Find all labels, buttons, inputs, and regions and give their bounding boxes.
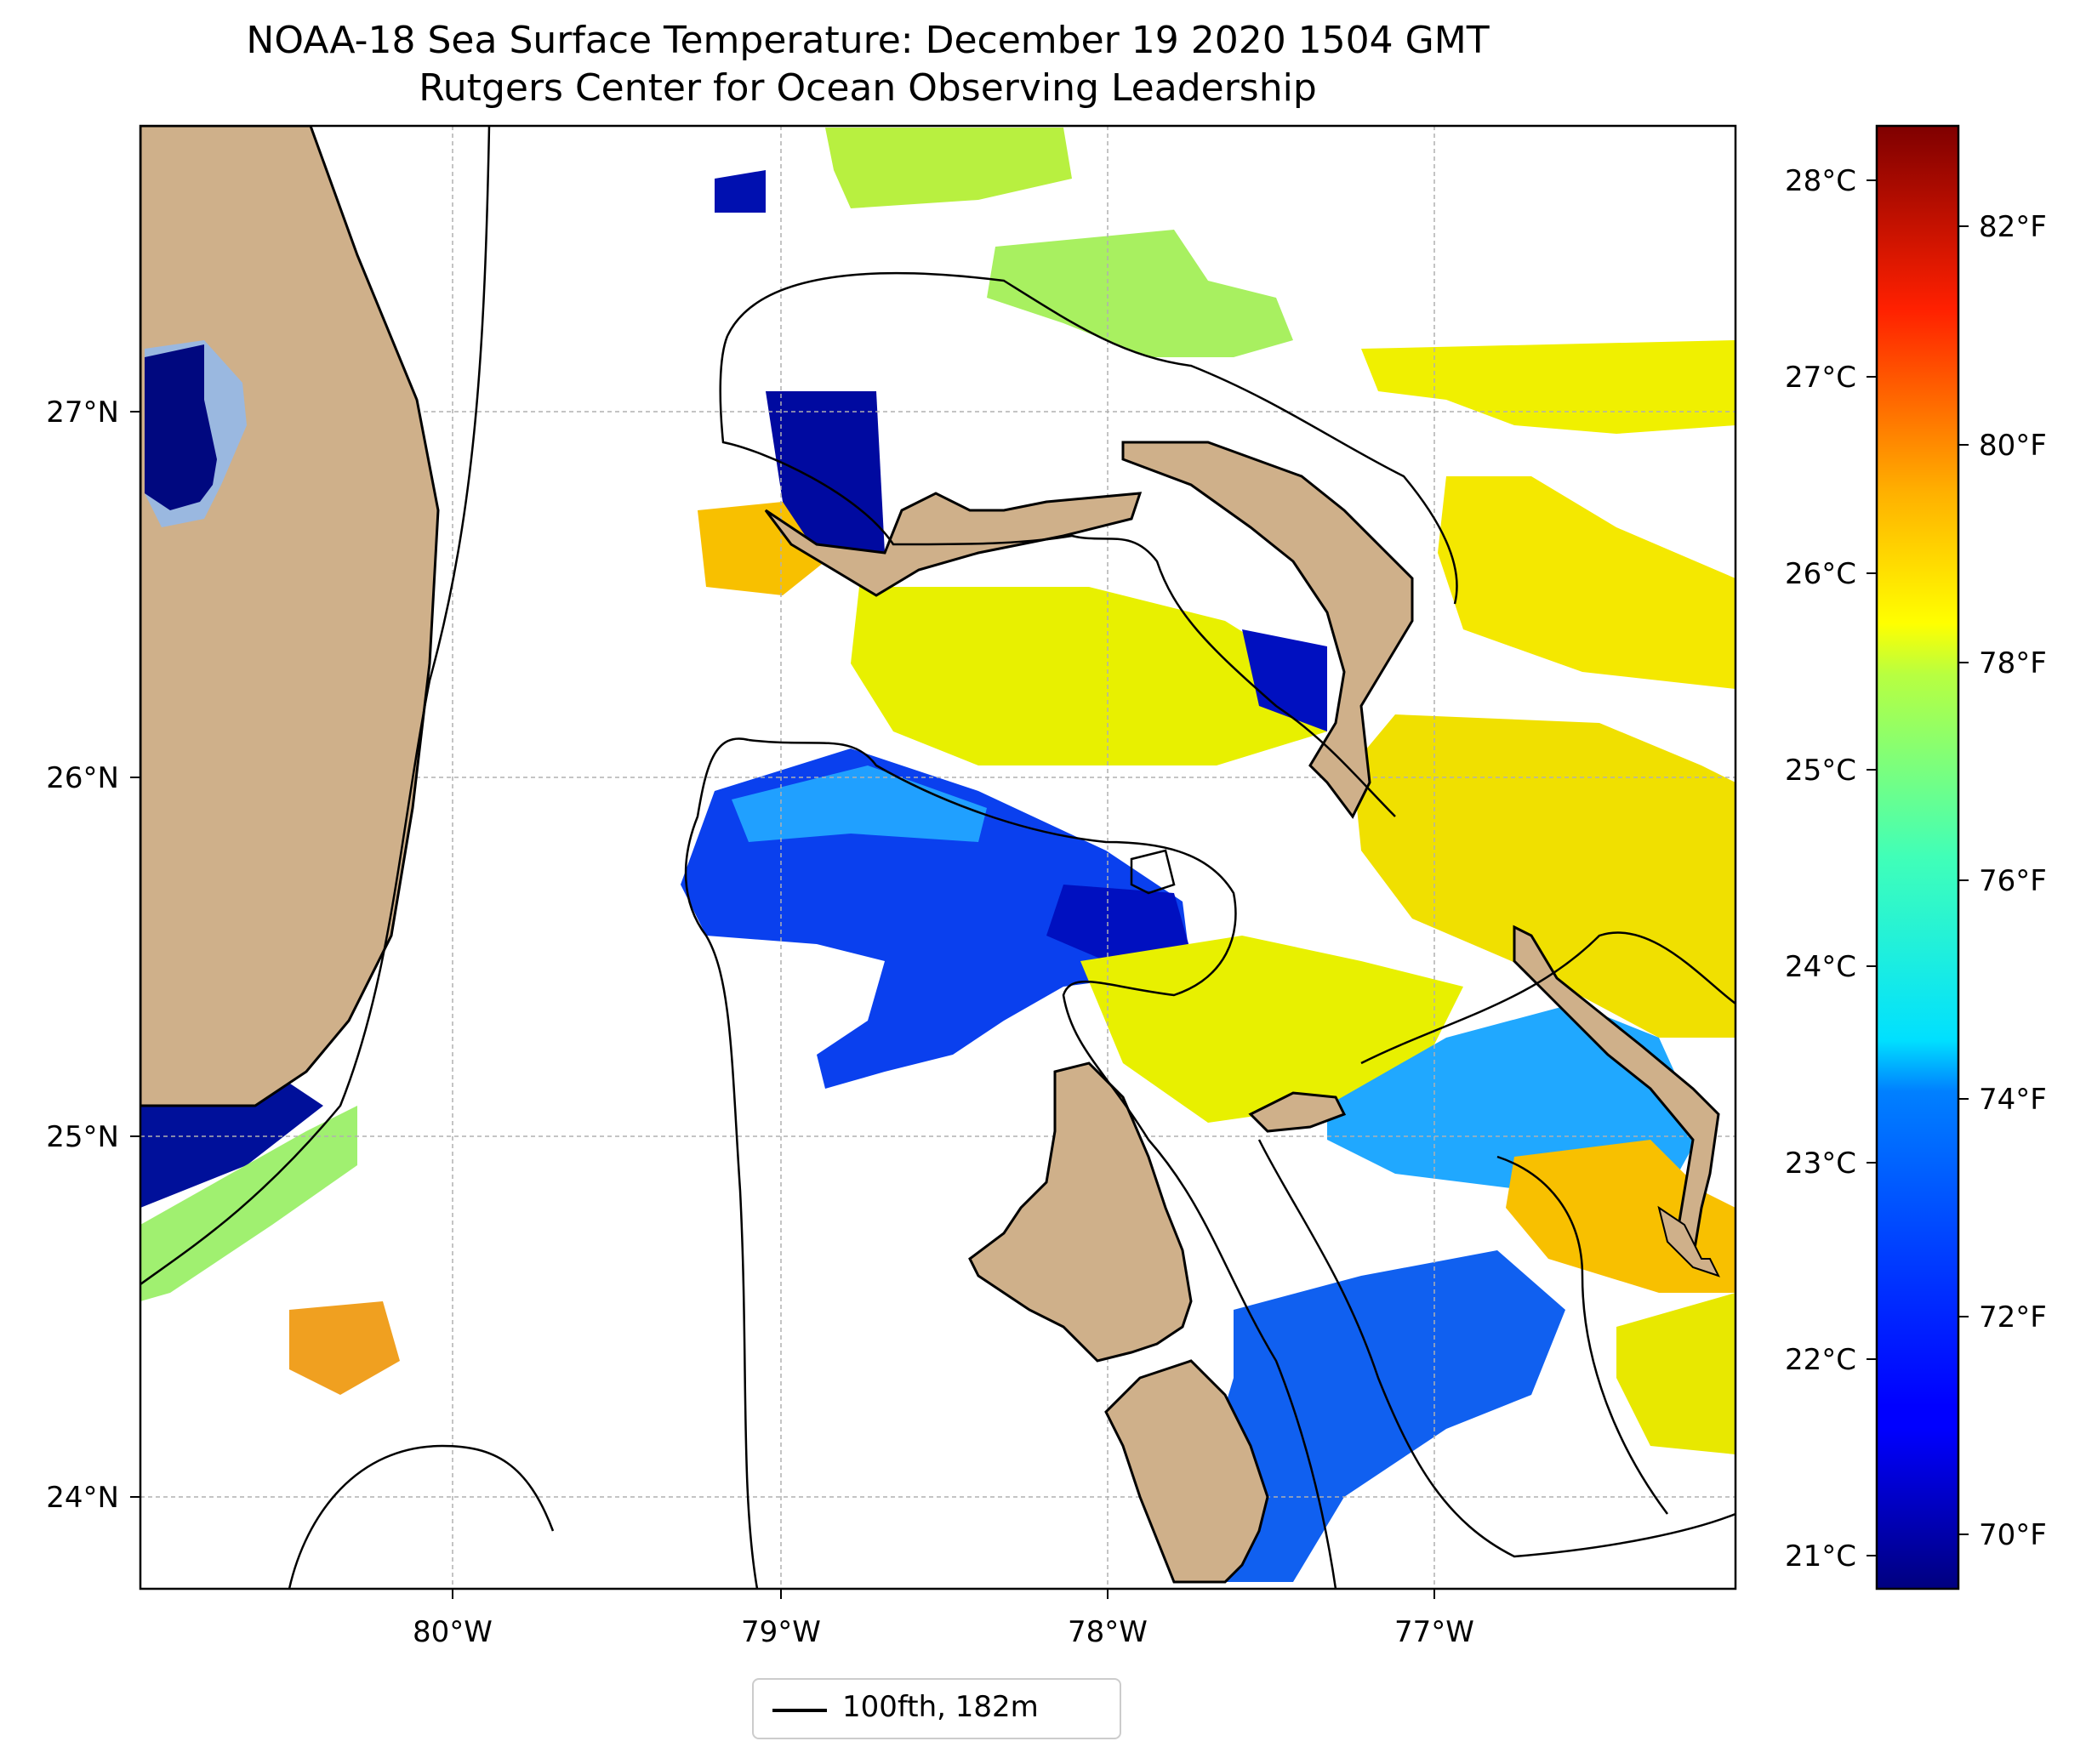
lat-tick-label-4: 24°N <box>46 1481 119 1515</box>
lon-tick-label-3: 78°W <box>1068 1615 1148 1649</box>
fahrenheit-tick-7: 70°F <box>1979 1518 2047 1552</box>
celsius-tick-7: 22°C <box>1785 1343 1856 1377</box>
abaco-land <box>1121 441 1414 819</box>
fahrenheit-tick-4: 76°F <box>1979 864 2047 898</box>
celsius-tick-6: 23°C <box>1785 1147 1856 1181</box>
sst-patch-little-bahama-north <box>987 230 1293 357</box>
sst-patch-berry-cold <box>1242 629 1327 731</box>
map-frame <box>139 124 1737 1590</box>
sst-patch-cyan-band <box>732 765 987 842</box>
celsius-tick-2: 27°C <box>1785 361 1856 395</box>
lon-tick-label-4: 77°W <box>1394 1615 1474 1649</box>
sst-patch-ocean-cold-mid <box>766 391 885 553</box>
exuma-land <box>1657 1205 1720 1277</box>
lat-tick-label-3: 25°N <box>46 1120 119 1154</box>
colorbar-fahrenheit-ticks <box>1958 225 1969 1535</box>
celsius-tick-5: 24°C <box>1785 950 1856 984</box>
sst-patch-ocean-cold-north <box>715 170 766 213</box>
sst-patch-east-large <box>1353 714 1735 1038</box>
lat-tick-label-1: 27°N <box>46 395 119 430</box>
colorbar-celsius-ticks <box>1867 179 1877 1556</box>
celsius-tick-1: 28°C <box>1785 164 1856 198</box>
florida-land <box>140 126 440 1107</box>
celsius-tick-8: 21°C <box>1785 1539 1856 1573</box>
sst-patch-south-yellow <box>1080 936 1463 1123</box>
axis-ticks <box>130 411 1435 1599</box>
legend-label: 100fth, 182m <box>842 1690 1039 1724</box>
fahrenheit-tick-3: 78°F <box>1979 646 2047 680</box>
isobath-100fth <box>140 126 1735 1589</box>
celsius-tick-4: 25°C <box>1785 754 1856 788</box>
sst-patch-deep-blue-core <box>1046 885 1191 961</box>
sst-patch-central-yellow <box>851 587 1327 765</box>
fahrenheit-tick-6: 72°F <box>1979 1300 2047 1334</box>
map-legend: 100fth, 182m <box>752 1678 1121 1739</box>
sst-patch-tongue-blue <box>1208 1250 1565 1582</box>
legend-line-swatch <box>772 1709 827 1712</box>
sst-patch-east-mid <box>1438 476 1735 689</box>
fahrenheit-tick-5: 74°F <box>1979 1083 2047 1117</box>
lat-tick-label-2: 26°N <box>46 761 119 795</box>
land-layer <box>140 126 1735 1589</box>
lon-tick-label-1: 80°W <box>413 1615 493 1649</box>
lon-tick-label-2: 79°W <box>741 1615 821 1649</box>
celsius-tick-3: 26°C <box>1785 557 1856 591</box>
sst-patch-north-green <box>825 128 1072 208</box>
sst-patch-east-yellow <box>1361 340 1735 434</box>
sst-patch-exuma-warm <box>1506 1140 1735 1293</box>
map-title: NOAA-18 Sea Surface Temperature: Decembe… <box>246 19 1490 62</box>
colorbar <box>1875 124 1960 1590</box>
berry-islands-outline <box>1130 849 1176 895</box>
fahrenheit-tick-2: 80°F <box>1979 429 2047 463</box>
andros-south-land <box>1104 1359 1269 1584</box>
andros-land <box>968 1061 1193 1363</box>
fahrenheit-tick-1: 82°F <box>1979 210 2047 244</box>
sst-patch-grand-bahama-orange <box>698 502 825 595</box>
sst-patch-south-east-yellow <box>1616 1293 1735 1454</box>
new-providence-land <box>1248 1091 1347 1133</box>
sst-patch-lower-left-orange <box>289 1301 400 1395</box>
sst-patch-florida-straits-green <box>140 1106 357 1301</box>
lake-okeechobee-cold-pixels <box>145 344 217 510</box>
map-subtitle: Rutgers Center for Ocean Observing Leade… <box>419 66 1317 110</box>
sst-field <box>140 128 1735 1582</box>
